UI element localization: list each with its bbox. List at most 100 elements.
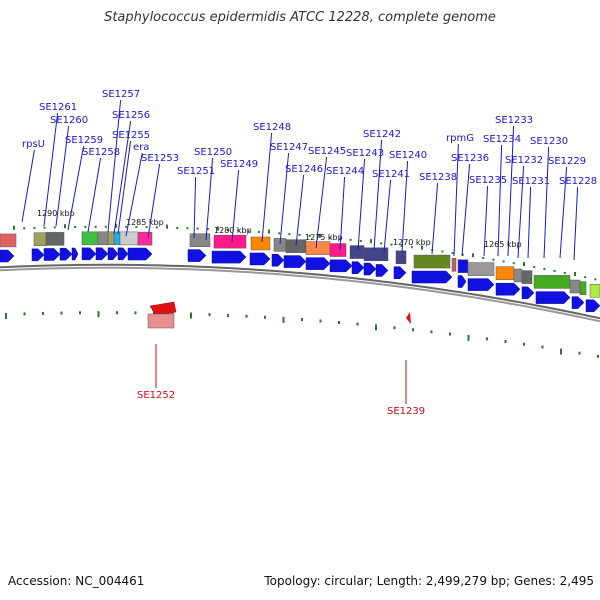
gene-label-se1246: SE1246 (285, 164, 323, 175)
leader-line (87, 157, 102, 233)
gene-label-se1242: SE1242 (363, 129, 401, 140)
forward-gene-arrow (95, 247, 109, 261)
forward-gene-arrow (271, 253, 285, 267)
forward-gene-arrow (127, 247, 153, 261)
forward-gene-arrow (43, 248, 61, 261)
forward-gene-arrow (283, 255, 307, 268)
gene-label-se1238: SE1238 (419, 172, 457, 183)
leader-line (67, 145, 85, 231)
forward-gene-arrow (329, 259, 353, 273)
gene-label-se1239: SE1239 (387, 406, 425, 417)
cog-segment (513, 268, 523, 283)
forward-gene-arrow (81, 247, 97, 261)
forward-gene-arrow (351, 261, 365, 274)
map-title: Staphylococcus epidermidis ATCC 12228, c… (104, 10, 496, 25)
cog-segment (521, 270, 533, 284)
forward-gene-arrow (393, 266, 407, 279)
kbp-label: 1270 kbp (393, 238, 431, 247)
leader-line (117, 140, 132, 235)
gene-label-se1257: SE1257 (102, 89, 140, 100)
cog-segment (413, 254, 451, 269)
gene-label-rpsu: rpsU (22, 139, 45, 150)
cog-segment (189, 233, 211, 247)
cog-segment (0, 233, 17, 248)
leader-line (357, 158, 366, 251)
gene-label-se1236: SE1236 (451, 153, 489, 164)
leader-line (193, 176, 197, 239)
leader-line (527, 186, 532, 259)
gene-label-se1260: SE1260 (50, 115, 88, 126)
leader-line (543, 146, 550, 259)
cog-segment (495, 266, 515, 280)
gene-label-se1228: SE1228 (559, 176, 597, 187)
cog-segment (589, 283, 600, 298)
reverse-gene-cog-se1252 (147, 313, 175, 329)
cog-segment (451, 258, 457, 272)
forward-gene-arrow (0, 249, 15, 263)
forward-gene-arrow (71, 247, 79, 261)
leader-line (517, 165, 525, 259)
leader-line (231, 169, 240, 243)
forward-gene-arrow (59, 247, 73, 261)
forward-gene-arrow (249, 252, 271, 266)
forward-gene-arrow (467, 278, 495, 291)
cog-segment (137, 231, 153, 246)
cog-segment (579, 281, 587, 295)
leader-line (507, 125, 515, 257)
gene-label-se1247: SE1247 (270, 142, 308, 153)
gene-label-se1240: SE1240 (389, 150, 427, 161)
leader-line (125, 152, 143, 237)
cog-segment (329, 243, 347, 257)
leader-line (559, 166, 568, 259)
forward-gene-arrow (521, 286, 535, 300)
gene-label-se1241: SE1241 (372, 169, 410, 180)
gene-label-se1230: SE1230 (530, 136, 568, 147)
backbone-shadow (0, 266, 600, 323)
gene-label-se1255: SE1255 (112, 130, 150, 141)
reverse-gene-track (147, 301, 411, 329)
leader-line (401, 160, 409, 253)
forward-gene-arrow (495, 282, 521, 296)
forward-gene-arrow (187, 249, 207, 262)
cog-segment (45, 232, 65, 246)
gene-label-se1243: SE1243 (346, 148, 384, 159)
cog-segment (305, 241, 331, 255)
leader-line (113, 120, 132, 235)
gene-label-se1235: SE1235 (469, 175, 507, 186)
forward-gene-arrow (571, 296, 585, 309)
leader-line (279, 152, 290, 245)
leader-line (373, 139, 383, 251)
cog-segment (533, 275, 571, 289)
backbone-line (0, 263, 600, 320)
gene-label-se1256: SE1256 (112, 110, 150, 121)
forward-gene-arrow (535, 291, 571, 304)
gene-label-se1232: SE1232 (505, 155, 543, 166)
leader-line (295, 174, 305, 247)
gene-label-se1250: SE1250 (194, 147, 232, 158)
forward-gene-arrow (31, 248, 45, 262)
leader-line (205, 157, 214, 241)
kbp-label: 1265 kbp (484, 240, 522, 249)
forward-gene-arrow (305, 257, 331, 270)
reverse-gene-arrow-se1239 (406, 312, 411, 324)
leader-line (147, 163, 161, 239)
inner-tick-track (13, 223, 597, 281)
gene-label-se1259: SE1259 (65, 135, 103, 146)
leader-line (43, 112, 59, 227)
cog-segment (250, 236, 271, 251)
forward-gene-arrow (211, 250, 247, 264)
gene-label-se1245: SE1245 (308, 146, 346, 157)
leader-line (383, 179, 392, 253)
gene-label-se1244: SE1244 (326, 166, 364, 177)
cog-segment (119, 231, 139, 246)
forward-gene-arrow (457, 275, 467, 288)
forward-gene-arrow (375, 264, 389, 277)
gene-label-se1231: SE1231 (512, 176, 550, 187)
kbp-label: 1275 kbp (305, 233, 343, 242)
cog-segment (363, 247, 389, 261)
cog-segment (33, 232, 47, 247)
cog-color-track (0, 231, 600, 298)
leader-line (107, 99, 122, 233)
cog-segment (569, 279, 581, 294)
